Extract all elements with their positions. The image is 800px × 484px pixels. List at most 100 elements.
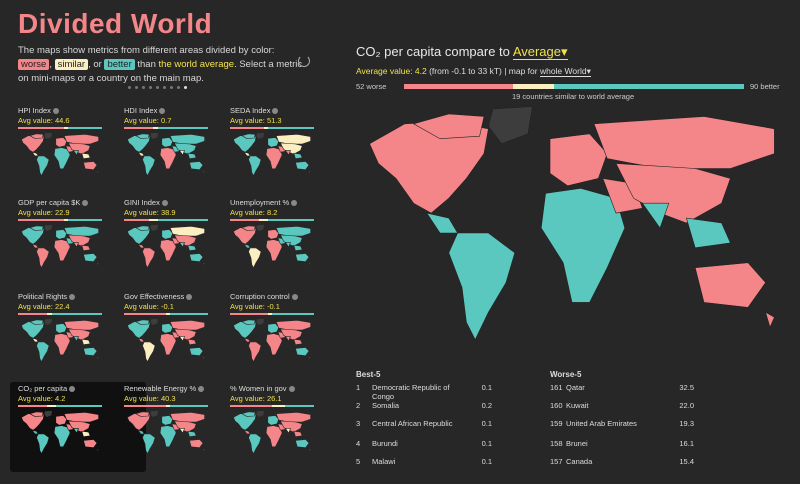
region-southAmerica[interactable] xyxy=(142,247,156,269)
region-canadaNorth[interactable] xyxy=(241,411,256,417)
mini-map-card[interactable]: HDI Index Avg value: 0.7 xyxy=(124,106,216,186)
region-australia[interactable] xyxy=(694,262,766,308)
region-nz[interactable] xyxy=(96,261,99,267)
region-australia[interactable] xyxy=(189,439,204,449)
page-dot[interactable] xyxy=(170,86,173,89)
region-africa[interactable] xyxy=(265,239,283,262)
mini-world-map[interactable] xyxy=(230,132,314,178)
region-india[interactable] xyxy=(284,150,291,156)
region-asia[interactable] xyxy=(67,328,91,341)
region-africa[interactable] xyxy=(159,425,177,448)
region-canadaNorth[interactable] xyxy=(135,133,150,139)
region-australia[interactable] xyxy=(295,439,310,449)
region-australia[interactable] xyxy=(189,347,204,357)
region-centralAmerica[interactable] xyxy=(243,151,251,157)
world-map[interactable] xyxy=(352,104,792,352)
region-seAsia[interactable] xyxy=(293,430,303,438)
info-icon[interactable] xyxy=(291,294,298,301)
region-greenland[interactable] xyxy=(255,224,265,232)
region-europe[interactable] xyxy=(549,133,608,187)
mini-world-map[interactable] xyxy=(230,224,314,270)
region-asia[interactable] xyxy=(279,234,303,247)
region-asia[interactable] xyxy=(615,163,731,224)
mini-world-map[interactable] xyxy=(18,410,102,456)
ranking-row[interactable]: 160 Kuwait 22.0 xyxy=(550,401,694,421)
region-europe[interactable] xyxy=(55,415,68,426)
region-canadaNorth[interactable] xyxy=(241,225,256,231)
mini-world-map[interactable] xyxy=(124,410,208,456)
region-centralAmerica[interactable] xyxy=(31,151,39,157)
ranking-row[interactable]: 2 Somalia 0.2 xyxy=(356,401,496,421)
region-asia[interactable] xyxy=(173,328,197,341)
region-asia[interactable] xyxy=(67,234,91,247)
page-dot[interactable] xyxy=(177,86,180,89)
region-africa[interactable] xyxy=(53,147,71,170)
region-nz[interactable] xyxy=(96,169,99,175)
region-greenland[interactable] xyxy=(488,106,533,145)
region-seAsia[interactable] xyxy=(187,338,197,346)
region-nz[interactable] xyxy=(202,261,205,267)
region-australia[interactable] xyxy=(295,161,310,171)
region-australia[interactable] xyxy=(295,347,310,357)
page-dot[interactable] xyxy=(163,86,166,89)
info-icon[interactable] xyxy=(272,108,279,115)
region-greenland[interactable] xyxy=(149,410,159,418)
page-dot-active[interactable] xyxy=(184,86,187,89)
mini-map-card[interactable]: SEDA Index Avg value: 51.3 xyxy=(230,106,322,186)
compare-dropdown[interactable]: Average▾ xyxy=(512,44,568,60)
region-nz[interactable] xyxy=(96,355,99,361)
region-canadaNorth[interactable] xyxy=(29,133,44,139)
page-dot[interactable] xyxy=(149,86,152,89)
region-russia[interactable] xyxy=(169,133,205,145)
mini-world-map[interactable] xyxy=(230,318,314,364)
region-india[interactable] xyxy=(284,336,291,342)
region-greenland[interactable] xyxy=(149,224,159,232)
region-russia[interactable] xyxy=(169,319,205,331)
mini-world-map[interactable] xyxy=(230,410,314,456)
region-africa[interactable] xyxy=(53,333,71,356)
region-southAmerica[interactable] xyxy=(248,341,262,363)
region-africa[interactable] xyxy=(159,147,177,170)
region-seAsia[interactable] xyxy=(81,152,91,160)
region-india[interactable] xyxy=(72,428,79,434)
region-nz[interactable] xyxy=(308,355,311,361)
region-seAsia[interactable] xyxy=(81,430,91,438)
mini-world-map[interactable] xyxy=(124,132,208,178)
region-centralAmerica[interactable] xyxy=(137,429,145,435)
mini-map-card[interactable]: Unemployment % Avg value: 8.2 xyxy=(230,198,322,278)
region-asia[interactable] xyxy=(173,142,197,155)
info-icon[interactable] xyxy=(69,294,76,301)
region-canadaNorth[interactable] xyxy=(135,319,150,325)
info-icon[interactable] xyxy=(52,108,59,115)
ranking-row[interactable]: 161 Qatar 32.5 xyxy=(550,383,694,403)
region-canadaNorth[interactable] xyxy=(29,225,44,231)
pagination-dots[interactable] xyxy=(128,86,187,89)
info-icon[interactable] xyxy=(82,200,89,207)
region-australia[interactable] xyxy=(83,253,98,263)
region-nz[interactable] xyxy=(96,447,99,453)
mini-map-card[interactable]: Corruption control Avg value: -0.1 xyxy=(230,292,322,372)
region-africa[interactable] xyxy=(53,239,71,262)
region-africa[interactable] xyxy=(265,425,283,448)
region-india[interactable] xyxy=(641,202,670,229)
region-africa[interactable] xyxy=(265,147,283,170)
region-india[interactable] xyxy=(178,336,185,342)
region-russia[interactable] xyxy=(275,225,311,237)
region-russia[interactable] xyxy=(63,411,99,423)
region-southAmerica[interactable] xyxy=(248,247,262,269)
region-greenland[interactable] xyxy=(43,132,53,140)
region-canadaNorth[interactable] xyxy=(29,319,44,325)
info-icon[interactable] xyxy=(159,108,166,115)
info-icon[interactable] xyxy=(291,200,298,207)
region-nz[interactable] xyxy=(308,447,311,453)
region-australia[interactable] xyxy=(83,161,98,171)
region-europe[interactable] xyxy=(55,229,68,240)
page-dot[interactable] xyxy=(128,86,131,89)
region-nz[interactable] xyxy=(308,169,311,175)
region-europe[interactable] xyxy=(267,323,280,334)
region-centralAmerica[interactable] xyxy=(137,337,145,343)
region-greenland[interactable] xyxy=(255,318,265,326)
region-southAmerica[interactable] xyxy=(36,247,50,269)
region-seAsia[interactable] xyxy=(187,244,197,252)
mini-map-card[interactable]: GINI Index Avg value: 38.9 xyxy=(124,198,216,278)
